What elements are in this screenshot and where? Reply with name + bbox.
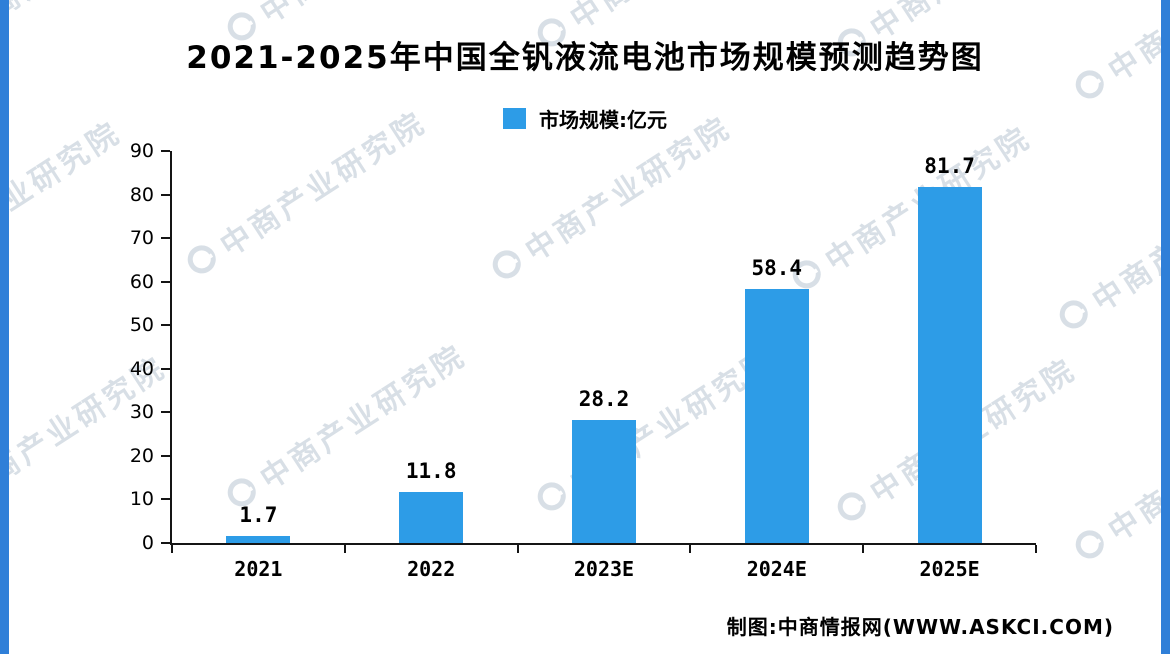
bar-2023E: [572, 420, 636, 543]
y-axis-tick: [161, 411, 170, 414]
y-axis-tick: [161, 280, 170, 283]
bar-value-label: 58.4: [751, 255, 803, 280]
y-axis-tick-label: 80: [129, 183, 154, 206]
left-edge-strip: [0, 0, 9, 654]
plot-area: 0 10 20 30 40 50 60 70 80 90 1.7 2021 11.8 2022 28.2 20…: [130, 140, 1037, 581]
y-axis-tick: [161, 498, 170, 501]
y-axis-tick-label: 40: [129, 357, 154, 380]
x-axis-category-label: 2025E: [919, 557, 980, 581]
bar-2024E: [744, 288, 809, 543]
y-axis-tick-label: 20: [129, 444, 154, 467]
legend-label: 市场规模:亿元: [539, 108, 667, 132]
y-axis-tick-label: 10: [129, 488, 154, 511]
y-axis-tick-label: 0: [141, 532, 154, 554]
y-axis-tick-label: 60: [129, 270, 154, 293]
y-axis-tick: [161, 454, 170, 457]
y-axis-tick: [161, 237, 170, 240]
y-axis-tick: [161, 367, 170, 370]
legend: 市场规模:亿元: [0, 104, 1170, 133]
right-edge-strip: [1161, 0, 1170, 654]
bar-2025E: [917, 187, 982, 543]
x-axis-tick: [862, 545, 865, 553]
y-axis-tick-label: 50: [129, 314, 154, 337]
bar-2022: [399, 491, 464, 543]
y-axis-tick-label: 30: [129, 401, 154, 424]
bar-value-label: 81.7: [924, 154, 975, 179]
x-axis-tick: [171, 545, 173, 553]
bar-2021: [226, 535, 291, 543]
x-axis-tick: [1035, 545, 1037, 553]
chart-title: 2021-2025年中国全钒液流电池市场规模预测趋势图: [186, 40, 984, 76]
y-axis-tick: [161, 193, 170, 196]
x-axis-tick: [689, 545, 692, 553]
x-axis-category-label: 2023E: [573, 557, 635, 581]
bar-value-label: 1.7: [239, 502, 278, 527]
y-axis-tick-label: 70: [129, 227, 154, 250]
x-axis-category-label: 2024E: [746, 557, 807, 581]
x-axis-tick: [516, 545, 519, 553]
y-axis-tick: [161, 150, 170, 152]
x-axis-tick: [343, 545, 346, 553]
y-axis-tick: [161, 542, 170, 544]
y-axis-tick: [161, 324, 170, 327]
x-axis-category-label: 2021: [234, 557, 283, 581]
y-axis-tick-label: 90: [129, 140, 154, 162]
legend-color-swatch: [503, 108, 526, 129]
x-axis-category-label: 2022: [407, 557, 456, 581]
bar-value-label: 11.8: [405, 458, 457, 483]
bar-value-label: 28.2: [578, 387, 630, 412]
source-credit: 制图:中商情报网(WWW.ASKCI.COM): [726, 615, 1114, 639]
